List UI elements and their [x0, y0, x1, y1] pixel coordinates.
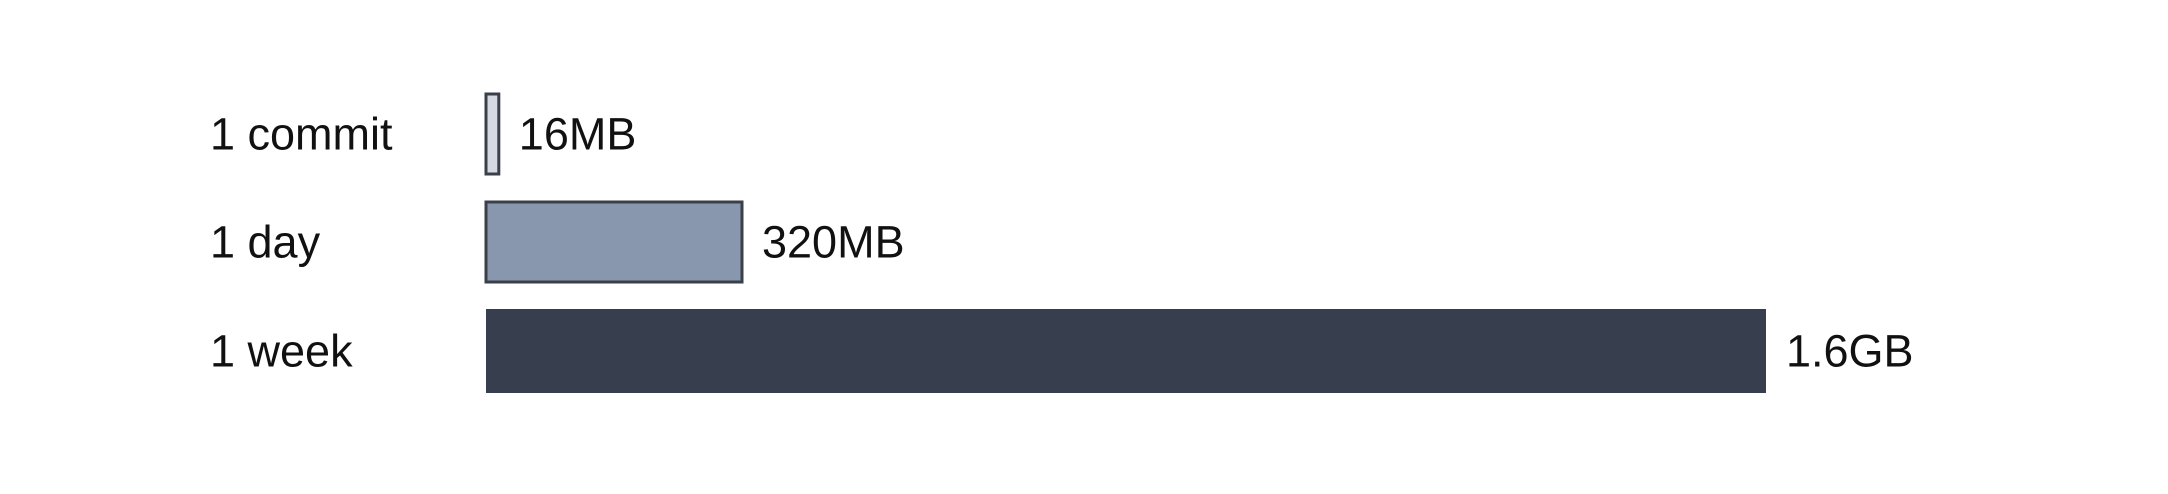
bar: [484, 200, 744, 284]
value-label: 320MB: [762, 217, 905, 268]
category-label: 1 week: [210, 326, 353, 377]
category-label: 1 commit: [210, 109, 393, 160]
value-label: 1.6GB: [1786, 326, 1914, 377]
bar: [486, 309, 1766, 393]
labels-group: 1 commit 16MB 1 day 320MB 1 week 1.6GB: [210, 109, 1914, 377]
bars-group: [484, 92, 1766, 393]
value-label: 16MB: [519, 109, 637, 160]
category-label: 1 day: [210, 217, 321, 268]
bar: [484, 92, 501, 176]
